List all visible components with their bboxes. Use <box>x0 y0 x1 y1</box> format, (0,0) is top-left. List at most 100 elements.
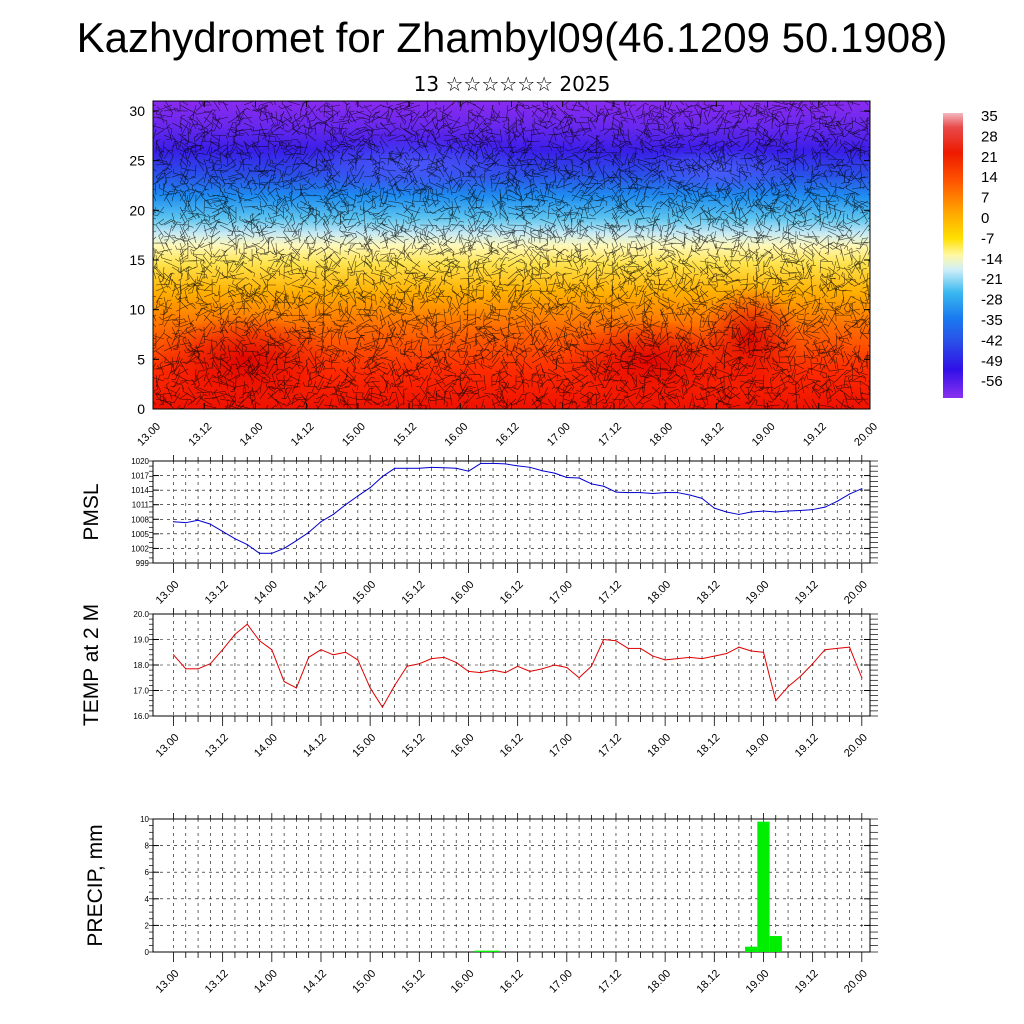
series-point <box>271 649 273 651</box>
series-point <box>295 540 297 542</box>
series-point <box>246 623 248 625</box>
series-line-segment <box>382 467 396 477</box>
y-tick-label: 17.0 <box>133 687 149 696</box>
series-line-segment <box>603 485 617 493</box>
heatmap-y-tick-label: 0 <box>137 401 145 417</box>
series-point <box>676 491 679 494</box>
y-tick-label: 999 <box>136 559 150 568</box>
series-point <box>332 654 334 656</box>
series-line-segment <box>259 640 273 651</box>
x-tick-label: 19.12 <box>793 579 821 607</box>
series-point <box>529 466 531 468</box>
series-line-segment <box>234 623 248 635</box>
heatmap-y-tick-label: 20 <box>129 202 145 218</box>
series-point <box>517 465 519 467</box>
series-point <box>689 494 691 496</box>
series-point <box>222 530 224 533</box>
series-point <box>615 640 617 642</box>
precip-bar <box>745 946 758 952</box>
pmsl-panel: 999 1002 1005 1008 1011 1014 1017 1020 13.00 13.1… <box>80 455 878 607</box>
series-line-segment <box>824 647 838 651</box>
series-line-segment <box>701 655 715 660</box>
series-point <box>812 663 814 665</box>
colorbar-label: 28 <box>981 128 998 145</box>
x-tick-label: 20.00 <box>842 732 870 760</box>
precip-bar <box>769 936 782 952</box>
series-line-segment <box>246 623 260 642</box>
series-line-segment <box>603 639 617 642</box>
series-point <box>172 654 175 656</box>
series-point <box>713 655 715 657</box>
series-line-segment <box>591 483 604 487</box>
x-tick-label: 20.00 <box>842 579 870 607</box>
series-line-segment <box>578 665 592 679</box>
series-line-segment <box>554 472 567 478</box>
series-point <box>320 649 322 651</box>
x-tick-label: 16.12 <box>498 579 526 607</box>
series-point <box>295 687 297 689</box>
x-tick-label: 18.00 <box>645 732 673 760</box>
series-point <box>566 666 568 669</box>
x-tick-label: 19.12 <box>793 732 821 760</box>
series-line-segment <box>320 649 334 656</box>
series-point <box>185 522 187 524</box>
series-line-segment <box>222 530 236 540</box>
x-tick-label: 18.00 <box>645 579 673 607</box>
series-line-segment <box>763 510 776 513</box>
series-line-segment <box>332 504 346 515</box>
heatmap-x-tick-label: 18.12 <box>699 421 727 449</box>
series-line-segment <box>726 646 740 654</box>
series-point <box>627 491 629 494</box>
series-point <box>750 650 752 652</box>
series-point <box>431 658 433 660</box>
x-tick-label: 17.12 <box>596 732 624 760</box>
colorbar-label: -42 <box>981 332 1003 349</box>
heatmap-x-tick-label: 14.12 <box>289 421 317 449</box>
x-tick-label: 14.12 <box>301 579 329 607</box>
heatmap-x-tick-label: 15.12 <box>391 421 419 449</box>
x-tick-label: 15.12 <box>399 732 427 760</box>
y-tick-label: 4 <box>145 895 150 904</box>
precip-bar <box>474 950 487 952</box>
series-line-segment <box>849 488 863 495</box>
series-line-segment <box>222 634 236 651</box>
x-tick-label: 17.00 <box>547 968 575 996</box>
heatmap-x-tick-label: 13.12 <box>186 421 214 449</box>
series-point <box>541 668 543 670</box>
series-point <box>492 462 494 465</box>
series-point <box>775 511 777 513</box>
series-point <box>787 510 789 512</box>
x-tick-label: 18.12 <box>694 732 722 760</box>
y-tick-label: 1011 <box>132 501 150 510</box>
series-point <box>762 510 765 512</box>
series-point <box>701 658 703 660</box>
series-line-segment <box>345 651 359 661</box>
series-point <box>283 680 285 683</box>
series-point <box>603 638 605 641</box>
x-tick-label: 17.12 <box>596 579 624 607</box>
series-line-segment <box>283 681 297 689</box>
colorbar-label: -14 <box>981 251 1003 268</box>
series-point <box>455 661 457 664</box>
series-line-segment <box>369 687 383 708</box>
y-tick-label: 19.0 <box>133 636 149 645</box>
series-line-segment <box>751 510 764 513</box>
x-tick-label: 14.12 <box>301 968 329 996</box>
series-line-segment <box>529 466 543 472</box>
series-point <box>787 686 789 688</box>
x-tick-label: 16.12 <box>498 968 526 996</box>
series-point <box>357 495 359 497</box>
series-point <box>234 633 236 636</box>
series-point <box>836 647 838 650</box>
series-point <box>209 663 211 665</box>
x-tick-label: 15.00 <box>350 968 378 996</box>
series-point <box>726 511 728 513</box>
wind-barbs <box>153 101 870 409</box>
series-line-segment <box>185 519 199 524</box>
x-tick-label: 16.12 <box>498 732 526 760</box>
series-line-segment <box>197 519 211 525</box>
x-tick-label: 13.00 <box>154 732 182 760</box>
series-point <box>443 467 445 469</box>
y-tick-label: 8 <box>145 842 150 851</box>
series-line-segment <box>652 492 666 495</box>
